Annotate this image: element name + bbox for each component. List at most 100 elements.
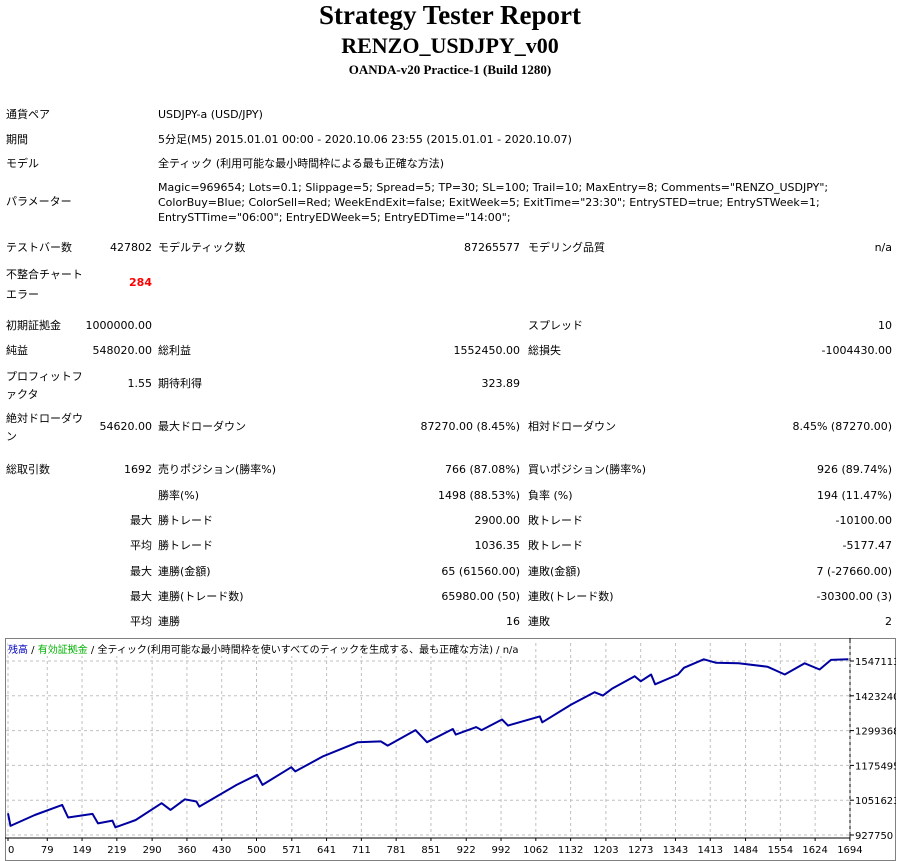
value: 2900.00 (474, 514, 521, 527)
x-tick-label: 781 (387, 845, 406, 856)
x-tick-label: 79 (41, 845, 54, 856)
x-tick-label: 219 (107, 845, 126, 856)
value: 427802 (110, 241, 152, 254)
y-tick-label: 1547113 (855, 657, 896, 668)
balance-line (7, 658, 849, 829)
x-tick-label: 922 (457, 845, 476, 856)
value: 1036.35 (474, 539, 521, 552)
prefix: 平均 (130, 615, 152, 628)
label: テストバー数 (6, 241, 72, 254)
prefix: 最大 (130, 565, 152, 578)
value: 65 (61560.00) (441, 565, 520, 578)
x-tick-label: 360 (177, 845, 196, 856)
value: 10 (878, 319, 892, 332)
value: 548020.00 (92, 344, 153, 357)
legend-sep: / (87, 645, 98, 656)
x-tick-label: 1624 (802, 845, 827, 856)
x-tick-label: 1203 (593, 845, 618, 856)
y-tick-label: 1051623 (855, 796, 896, 807)
label: モデル (6, 157, 39, 170)
label: 絶対ドローダウン (6, 412, 83, 443)
value: n/a (874, 241, 892, 254)
label: 純益 (6, 344, 28, 357)
value: 1498 (88.53%) (437, 489, 520, 502)
value: 65980.00 (50) (441, 590, 520, 603)
y-tick-label: 1299368 (855, 727, 896, 738)
chart-legend: 残高 / 有効証拠金 / 全ティック(利用可能な最小時間枠を使いすべてのティック… (8, 641, 519, 656)
label: パラメーター (6, 195, 72, 208)
x-tick-label: 1273 (628, 845, 653, 856)
value: -5177.47 (842, 539, 892, 552)
value: 1000000.00 (85, 319, 152, 332)
label: 通貨ペア (6, 108, 50, 121)
x-tick-label: 430 (212, 845, 231, 856)
x-tick-label: 149 (73, 845, 92, 856)
label: 総利益 (158, 344, 191, 357)
value: 87270.00 (8.45%) (420, 420, 520, 433)
value: -10100.00 (835, 514, 892, 527)
label: 初期証拠金 (6, 319, 61, 332)
value: 87265577 (464, 241, 520, 254)
x-tick-label: 571 (282, 845, 301, 856)
x-tick-label: 992 (491, 845, 510, 856)
x-tick-label: 1062 (523, 845, 548, 856)
label: 負率 (%) (528, 489, 573, 502)
value: 16 (506, 615, 520, 628)
label: 連敗(トレード数) (528, 590, 614, 603)
y-tick-label: 927750 (855, 831, 893, 842)
chart-canvas: 0 79 149 219 290 360 430 500 571 641 711 781 851 922 9… (5, 638, 896, 861)
value: -1004430.00 (821, 344, 892, 357)
label: スプレッド (528, 319, 583, 332)
label: 買いポジション(勝率%) (528, 463, 647, 476)
value: -30300.00 (3) (816, 590, 892, 603)
value: 5分足(M5) 2015.01.01 00:00 - 2020.10.06 23… (158, 133, 572, 146)
label: 不整合チャートエラー (6, 268, 83, 301)
label: 売りポジション(勝率%) (158, 463, 277, 476)
x-tick-label: 290 (143, 845, 162, 856)
value: 1552450.00 (453, 344, 520, 357)
x-tick-label: 641 (317, 845, 336, 856)
label: 連勝(トレード数) (158, 590, 244, 603)
balance-chart: 残高 / 有効証拠金 / 全ティック(利用可能な最小時間枠を使いすべてのティック… (5, 638, 896, 861)
label: 敗トレード (528, 514, 583, 527)
label: 連勝(金額) (158, 565, 211, 578)
value: 766 (87.08%) (444, 463, 520, 476)
legend-balance: 残高 (8, 645, 28, 656)
label: 勝トレード (158, 539, 213, 552)
chart-frame (5, 638, 896, 861)
label: 連勝 (158, 615, 180, 628)
value: 926 (89.74%) (816, 463, 892, 476)
x-tick-label: 500 (247, 845, 266, 856)
legend-equity: 有効証拠金 (37, 645, 88, 656)
x-tick-label: 1554 (768, 845, 793, 856)
y-tick-label: 1423240 (855, 692, 896, 703)
value: Magic=969654; Lots=0.1; Slippage=5; Spre… (158, 181, 829, 224)
x-tick-label: 1484 (733, 845, 758, 856)
label: モデルティック数 (158, 241, 246, 254)
value: USDJPY-a (USD/JPY) (158, 108, 263, 121)
label: 最大ドローダウン (158, 420, 246, 433)
label: 総取引数 (6, 463, 50, 476)
x-tick-label: 1343 (663, 845, 688, 856)
server-build: OANDA-v20 Practice-1 (Build 1280) (348, 62, 552, 77)
x-tick-label: 0 (8, 845, 14, 856)
legend-sep: / (28, 645, 38, 656)
label: 総損失 (528, 344, 561, 357)
label: 連敗(金額) (528, 565, 581, 578)
value: 194 (11.47%) (816, 489, 892, 502)
label: 期間 (6, 133, 28, 146)
ea-name: RENZO_USDJPY_v00 (341, 33, 559, 58)
label: 相対ドローダウン (528, 420, 616, 433)
value: 8.45% (87270.00) (792, 420, 892, 433)
x-tick-label: 851 (421, 845, 440, 856)
x-tick-label: 1694 (837, 845, 862, 856)
x-tick-label: 1132 (558, 845, 583, 856)
value: 323.89 (481, 377, 521, 390)
value: 7 (-27660.00) (816, 565, 892, 578)
label: 期待利得 (158, 377, 202, 390)
label: モデリング品質 (528, 241, 605, 254)
label: 勝率(%) (158, 489, 200, 502)
value: 2 (885, 615, 892, 628)
x-tick-label: 1413 (698, 845, 723, 856)
legend-quality: n/a (502, 645, 519, 656)
